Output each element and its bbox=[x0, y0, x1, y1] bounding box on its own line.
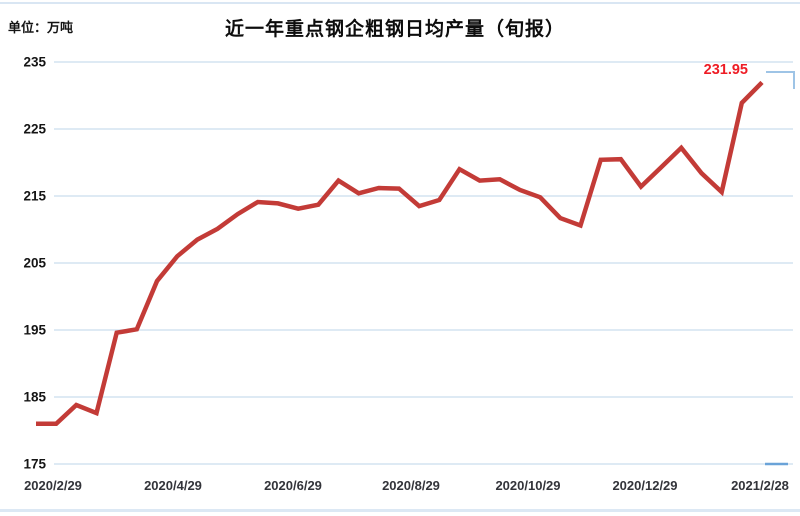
y-axis-tick-label: 225 bbox=[23, 122, 46, 137]
x-axis-tick-label: 2021/2/28 bbox=[731, 478, 789, 493]
production-line-series[interactable] bbox=[36, 80, 764, 427]
x-axis-tick-label: 2020/10/29 bbox=[495, 478, 560, 493]
y-axis-tick-label: 175 bbox=[23, 457, 46, 472]
y-axis-labels-group: 235 225 215 205 195 185 175 bbox=[23, 55, 46, 472]
y-axis-tick-label: 235 bbox=[23, 55, 46, 70]
x-axis-tick-label: 2020/12/29 bbox=[612, 478, 677, 493]
panel-top-border bbox=[0, 2, 800, 4]
x-axis-tick-label: 2020/6/29 bbox=[264, 478, 322, 493]
panel-bottom-border bbox=[0, 509, 800, 512]
y-axis-tick-label: 195 bbox=[23, 323, 46, 338]
y-axis-tick-label: 205 bbox=[23, 256, 46, 271]
y-axis-tick-label: 215 bbox=[23, 189, 46, 204]
x-axis-tick-label: 2020/4/29 bbox=[144, 478, 202, 493]
x-axis-tick-label: 2020/8/29 bbox=[382, 478, 440, 493]
gridlines-group bbox=[54, 61, 793, 465]
unit-label: 单位：万吨 bbox=[8, 20, 74, 35]
endpoint-marker bbox=[765, 71, 795, 466]
last-value-label: 231.95 bbox=[704, 62, 748, 78]
chart-title: 近一年重点钢企粗钢日均产量（旬报） bbox=[224, 19, 565, 40]
x-axis-labels-group: 2020/2/29 2020/4/29 2020/6/29 2020/8/29 2020… bbox=[24, 478, 789, 493]
y-axis-tick-label: 185 bbox=[23, 390, 46, 405]
x-axis-tick-label: 2020/2/29 bbox=[24, 478, 82, 493]
